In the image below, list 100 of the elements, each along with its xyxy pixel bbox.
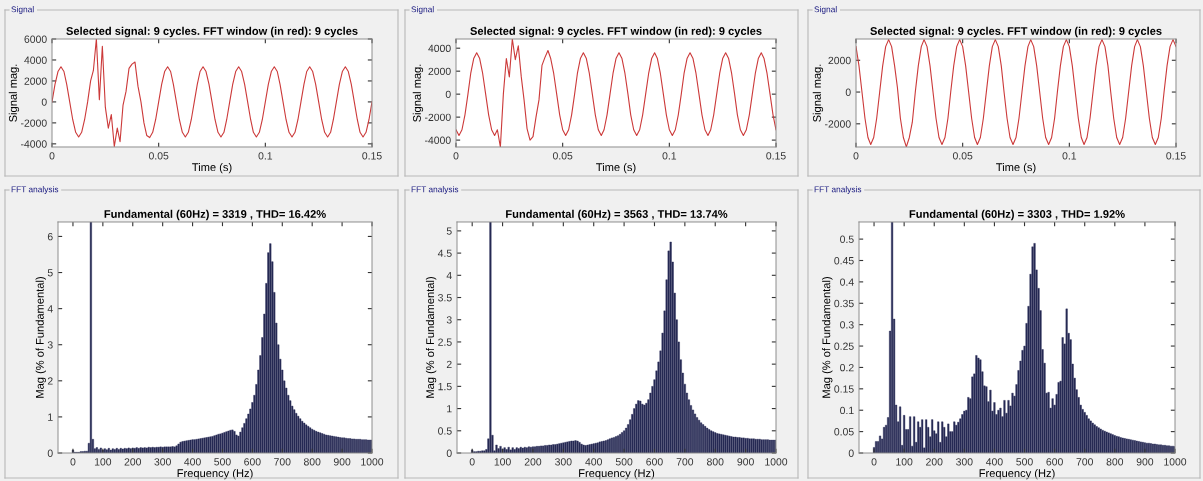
x-tick-label: 200 bbox=[524, 458, 542, 466]
x-tick-label: 100 bbox=[896, 458, 913, 466]
x-tick-label: 0.05 bbox=[552, 152, 573, 160]
y-tick-label: -2000 bbox=[424, 113, 451, 121]
text: FFT analysis bbox=[814, 186, 862, 194]
x-tick-label: 0.1 bbox=[662, 152, 677, 160]
y-tick-label: 0.5 bbox=[438, 427, 452, 435]
x-tick-label: 1000 bbox=[765, 458, 788, 466]
y-tick-label: 0.1 bbox=[840, 406, 854, 415]
x-tick-label: 1000 bbox=[361, 458, 384, 466]
x-tick-label: 0.15 bbox=[1166, 152, 1186, 160]
y-tick-label: 0.45 bbox=[834, 257, 854, 265]
y-tick-label: 2 bbox=[446, 360, 452, 368]
chart-title: Selected signal: 9 cycles. FFT window (in red): 9 cycles bbox=[470, 26, 762, 38]
x-tick-label: 600 bbox=[244, 458, 261, 466]
y-tick-label: -2000 bbox=[824, 120, 851, 128]
chart-title: Selected signal: 9 cycles. FFT window (in red): 9 cycles bbox=[66, 26, 358, 38]
x-tick-label: 900 bbox=[737, 458, 754, 466]
x-tick-label: 400 bbox=[184, 458, 201, 466]
y-axis-title: Signal mag. bbox=[8, 64, 20, 122]
x-axis-title: Frequency (Hz) bbox=[177, 468, 253, 480]
y-tick-label: 0 bbox=[41, 98, 47, 106]
y-axis-title: Mag (% of Fundamental) bbox=[822, 277, 833, 398]
x-tick-label: 0.1 bbox=[1062, 152, 1077, 160]
text: Signal bbox=[814, 6, 837, 14]
y-tick-label: 6 bbox=[47, 232, 53, 241]
text: FFT analysis bbox=[411, 186, 459, 194]
y-tick-label: 0.2 bbox=[840, 363, 854, 372]
y-tick-label: 0.05 bbox=[834, 428, 854, 436]
y-tick-label: 6000 bbox=[24, 35, 47, 43]
y-tick-label: 1.5 bbox=[438, 382, 452, 391]
y-tick-label: 1 bbox=[48, 413, 53, 421]
y-tick-label: -4000 bbox=[424, 136, 451, 144]
x-tick-label: 1000 bbox=[1164, 458, 1187, 466]
x-tick-label: 500 bbox=[1016, 458, 1033, 466]
x-tick-label: 0.05 bbox=[952, 152, 973, 160]
y-tick-label: 1 bbox=[447, 405, 452, 413]
text: FFT analysis bbox=[11, 186, 59, 194]
text: Signal bbox=[11, 6, 34, 14]
x-tick-label: 200 bbox=[124, 458, 142, 466]
y-axis-title: Signal mag. bbox=[412, 64, 424, 122]
chart-title: Selected signal: 9 cycles. FFT window (in red): 9 cycles bbox=[870, 26, 1162, 38]
x-tick-label: 300 bbox=[154, 458, 171, 466]
x-axis-title: Time (s) bbox=[996, 162, 1036, 174]
y-tick-label: 2 bbox=[47, 377, 53, 385]
y-tick-label: 4000 bbox=[24, 56, 47, 64]
y-tick-label: 2.5 bbox=[438, 338, 452, 346]
y-tick-label: 0.35 bbox=[834, 299, 854, 308]
x-tick-label: 0.15 bbox=[362, 152, 382, 160]
x-tick-label: 300 bbox=[555, 458, 572, 466]
y-tick-label: 5 bbox=[446, 227, 452, 235]
x-tick-label: 600 bbox=[1046, 458, 1063, 466]
x-tick-label: 0 bbox=[70, 458, 76, 466]
y-axis-title: Mag (% of Fundamental) bbox=[425, 277, 437, 398]
x-tick-label: 600 bbox=[646, 458, 663, 466]
y-tick-label: -2000 bbox=[20, 119, 47, 127]
y-tick-label: 4 bbox=[47, 305, 53, 313]
x-tick-label: 0.1 bbox=[258, 152, 273, 160]
x-axis-title: Time (s) bbox=[192, 162, 232, 174]
y-tick-label: 4.5 bbox=[437, 249, 452, 257]
text: Signal bbox=[411, 6, 434, 14]
x-tick-label: 0 bbox=[871, 458, 877, 466]
x-axis-title: Frequency (Hz) bbox=[979, 468, 1055, 480]
y-tick-label: 3 bbox=[47, 341, 53, 349]
y-tick-label: 0.4 bbox=[840, 278, 854, 286]
y-tick-label: 0 bbox=[446, 449, 452, 457]
y-tick-label: 0 bbox=[47, 449, 53, 457]
x-tick-label: 800 bbox=[707, 458, 724, 466]
y-tick-label: 0.25 bbox=[834, 342, 854, 350]
y-tick-label: 0 bbox=[845, 88, 851, 96]
x-tick-label: 800 bbox=[303, 458, 321, 466]
y-tick-label: 2000 bbox=[828, 56, 851, 65]
x-tick-label: 300 bbox=[956, 458, 973, 466]
y-tick-label: 0 bbox=[445, 90, 451, 99]
x-tick-label: 0.05 bbox=[148, 152, 169, 160]
y-tick-label: 3.5 bbox=[438, 294, 452, 302]
chart-title: Fundamental (60Hz) = 3303 , THD= 1.92% bbox=[909, 209, 1125, 221]
x-tick-label: 0 bbox=[853, 152, 859, 160]
x-tick-label: 0 bbox=[469, 458, 475, 466]
x-tick-label: 200 bbox=[926, 458, 943, 466]
y-tick-label: 0.5 bbox=[840, 235, 854, 243]
chart-title: Fundamental (60Hz) = 3319 , THD= 16.42% bbox=[104, 209, 326, 221]
y-tick-label: 4 bbox=[446, 271, 452, 280]
y-axis-title: Signal mag. bbox=[812, 64, 824, 122]
y-tick-label: 0 bbox=[848, 449, 854, 457]
chart-title: Fundamental (60Hz) = 3563 , THD= 13.74% bbox=[506, 209, 728, 221]
x-tick-label: 700 bbox=[274, 458, 291, 466]
y-tick-label: 0.15 bbox=[834, 385, 854, 393]
x-tick-label: 700 bbox=[1076, 458, 1093, 466]
x-tick-label: 0 bbox=[453, 152, 459, 160]
y-tick-label: 3 bbox=[446, 316, 452, 324]
y-tick-label: 5 bbox=[47, 269, 53, 277]
x-tick-label: 900 bbox=[333, 458, 351, 466]
y-tick-label: 2000 bbox=[428, 67, 451, 76]
x-tick-label: 400 bbox=[585, 458, 602, 466]
x-tick-label: 700 bbox=[676, 458, 694, 466]
x-tick-label: 100 bbox=[94, 458, 112, 466]
y-tick-label: 4000 bbox=[428, 44, 451, 53]
x-tick-label: 100 bbox=[494, 458, 511, 466]
x-tick-label: 0.15 bbox=[766, 152, 786, 160]
